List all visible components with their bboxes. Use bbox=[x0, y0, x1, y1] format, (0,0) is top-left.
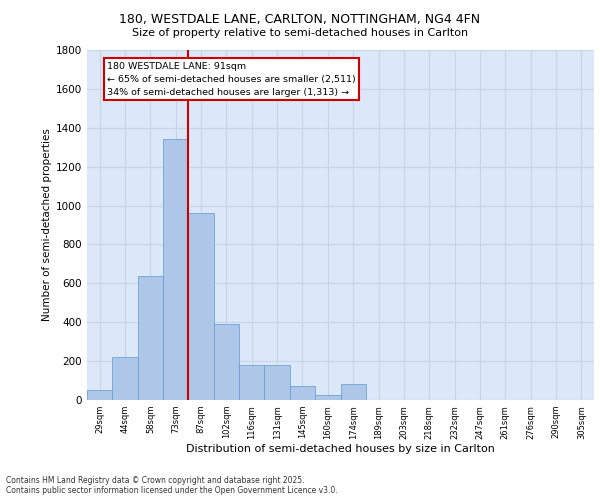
Text: 180, WESTDALE LANE, CARLTON, NOTTINGHAM, NG4 4FN: 180, WESTDALE LANE, CARLTON, NOTTINGHAM,… bbox=[119, 12, 481, 26]
X-axis label: Distribution of semi-detached houses by size in Carlton: Distribution of semi-detached houses by … bbox=[186, 444, 495, 454]
Text: Contains HM Land Registry data © Crown copyright and database right 2025.
Contai: Contains HM Land Registry data © Crown c… bbox=[6, 476, 338, 495]
Bar bbox=[290, 386, 315, 400]
Text: 180 WESTDALE LANE: 91sqm
← 65% of semi-detached houses are smaller (2,511)
34% o: 180 WESTDALE LANE: 91sqm ← 65% of semi-d… bbox=[107, 62, 356, 97]
Bar bbox=[315, 395, 341, 400]
Y-axis label: Number of semi-detached properties: Number of semi-detached properties bbox=[42, 128, 52, 322]
Bar bbox=[138, 276, 163, 400]
Text: Size of property relative to semi-detached houses in Carlton: Size of property relative to semi-detach… bbox=[132, 28, 468, 38]
Bar bbox=[239, 365, 265, 400]
Bar bbox=[265, 365, 290, 400]
Bar bbox=[163, 140, 188, 400]
Bar bbox=[112, 357, 138, 400]
Bar bbox=[214, 324, 239, 400]
Bar bbox=[188, 214, 214, 400]
Bar bbox=[87, 390, 112, 400]
Bar bbox=[341, 384, 366, 400]
